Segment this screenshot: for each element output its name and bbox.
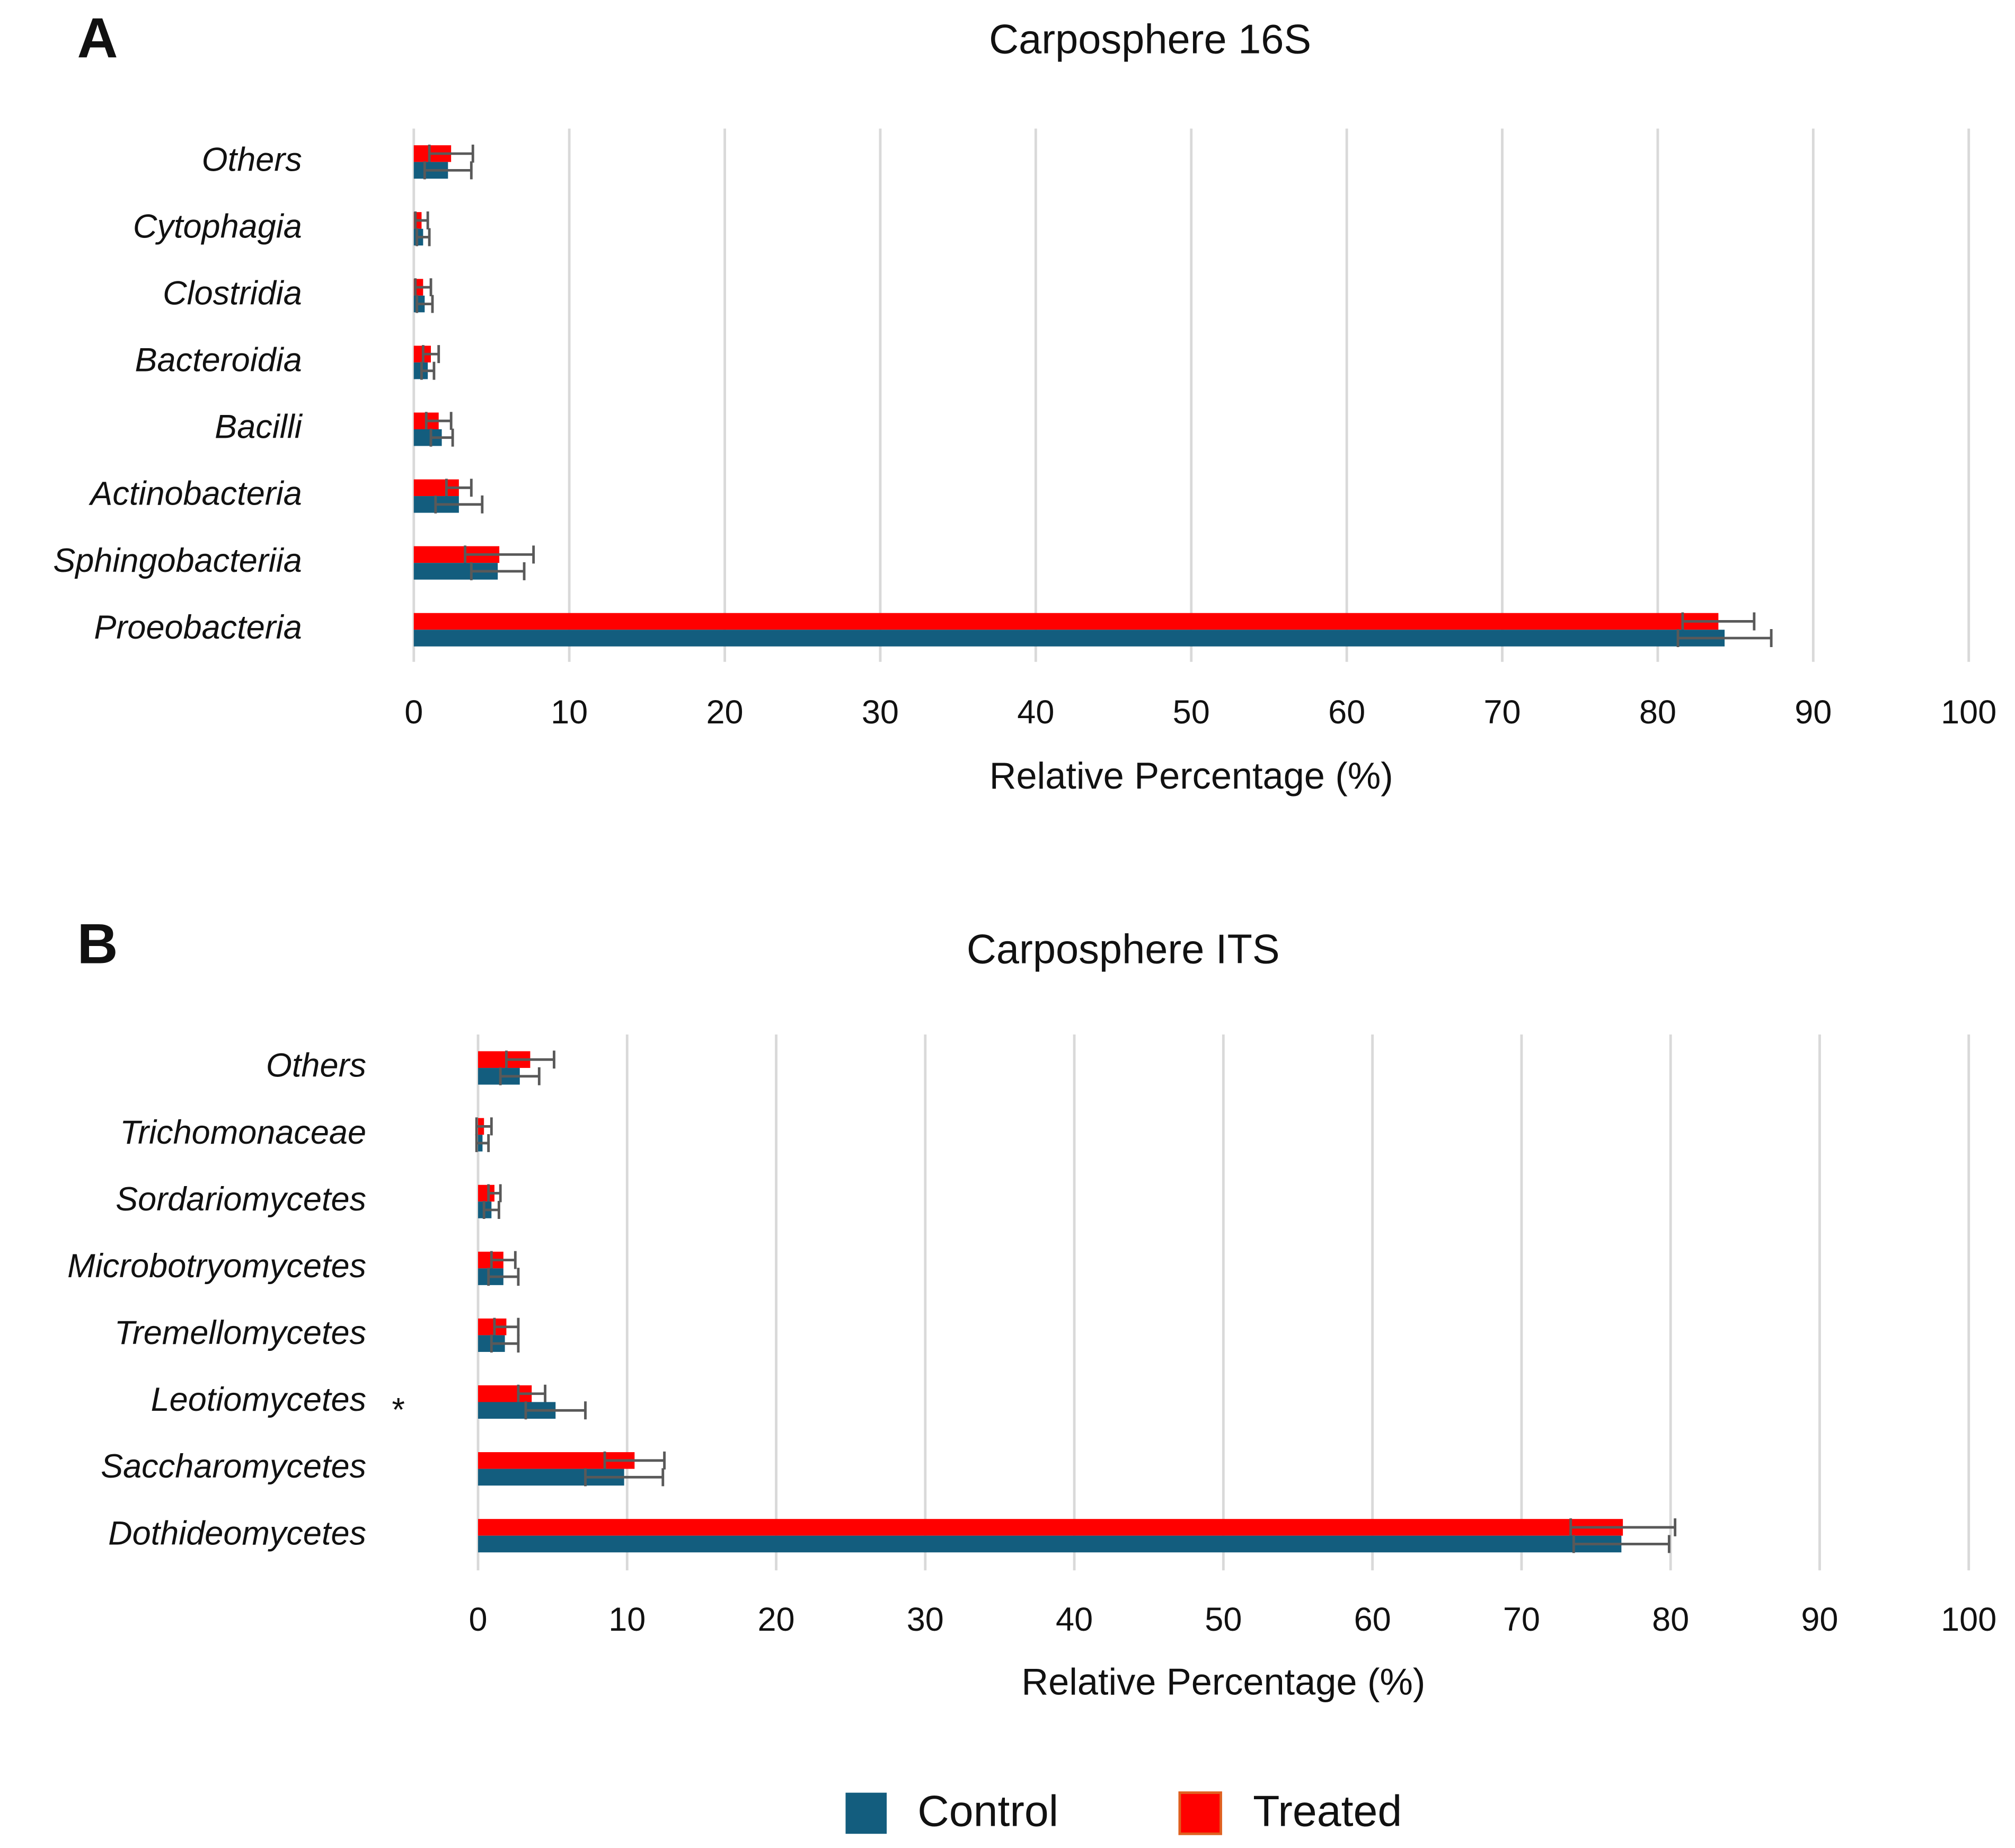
x-tick-label: 70: [1503, 1601, 1540, 1638]
bar: [413, 630, 1725, 647]
chart-title: Carposphere 16S: [989, 17, 1311, 63]
error-bar: [475, 1134, 490, 1152]
x-tick-label: 40: [1017, 694, 1054, 731]
error-bar: [493, 1318, 520, 1336]
category-label: Cytophagia: [133, 208, 302, 245]
error-bar: [1681, 612, 1756, 631]
category-label: Sphingobacteriia: [53, 542, 302, 579]
category-label: Bacilli: [215, 409, 303, 446]
error-bar: [470, 562, 526, 580]
error-bar: [1569, 1518, 1677, 1536]
category-label: Bacteroidia: [135, 342, 302, 379]
x-tick-label: 70: [1483, 694, 1521, 731]
x-tick-label: 50: [1173, 694, 1210, 731]
legend-label: Treated: [1253, 1787, 1402, 1836]
legend-label: Control: [917, 1787, 1058, 1836]
x-tick-label: 30: [862, 694, 899, 731]
error-bar: [505, 1050, 555, 1069]
error-bar: [517, 1384, 547, 1403]
legend-swatch: [845, 1792, 887, 1834]
error-bar: [487, 1268, 520, 1286]
x-tick-label: 40: [1056, 1601, 1093, 1638]
category-label: Saccharomycetes: [101, 1448, 366, 1485]
category-label: Others: [202, 141, 302, 178]
x-tick-label: 30: [907, 1601, 944, 1638]
error-bar: [414, 211, 429, 229]
error-bar: [464, 545, 535, 564]
bar: [478, 1535, 1622, 1553]
category-label: Microbotryomycetes: [67, 1248, 366, 1285]
category-label: Proeobacteria: [94, 609, 302, 646]
error-bar: [475, 1117, 493, 1136]
error-bar: [1572, 1535, 1671, 1553]
error-bar: [584, 1468, 665, 1487]
x-tick-label: 0: [469, 1601, 487, 1638]
x-tick-label: 80: [1639, 694, 1676, 731]
error-bar: [428, 144, 474, 163]
category-label: Others: [266, 1047, 366, 1084]
x-tick-label: 10: [608, 1601, 646, 1638]
error-bar: [423, 161, 473, 180]
category-label: Dothideomycetes: [108, 1515, 366, 1552]
error-bar: [524, 1401, 587, 1420]
annotation: *: [392, 1392, 405, 1429]
chart-title: Carposphere ITS: [967, 926, 1280, 972]
error-bar: [490, 1334, 520, 1353]
error-bar: [1676, 629, 1773, 647]
error-bar: [416, 295, 434, 313]
error-bar: [421, 345, 440, 364]
x-tick-label: 100: [1941, 694, 1996, 731]
x-tick-label: 50: [1205, 1601, 1242, 1638]
category-label: Sordariomycetes: [116, 1181, 366, 1218]
error-bar: [482, 1201, 500, 1219]
x-axis-label: Relative Percentage (%): [989, 755, 1393, 797]
category-label: Clostridia: [163, 275, 302, 312]
x-tick-label: 20: [757, 1601, 794, 1638]
legend-swatch: [1178, 1791, 1222, 1835]
x-tick-label: 90: [1801, 1601, 1838, 1638]
error-bar: [425, 412, 453, 430]
error-bar: [434, 495, 484, 514]
error-bar: [420, 361, 436, 380]
panel-label: B: [77, 912, 118, 976]
error-bar: [490, 1251, 517, 1269]
category-label: Tremellomycetes: [114, 1314, 366, 1351]
x-tick-label: 60: [1354, 1601, 1391, 1638]
x-tick-label: 90: [1795, 694, 1832, 731]
error-bar: [603, 1451, 666, 1470]
x-tick-label: 100: [1941, 1601, 1996, 1638]
x-tick-label: 80: [1652, 1601, 1689, 1638]
error-bar: [416, 228, 431, 246]
x-tick-label: 0: [404, 694, 423, 731]
bar: [478, 1519, 1623, 1536]
category-label: Trichomonaceae: [120, 1114, 366, 1151]
error-bar: [445, 479, 473, 497]
error-bar: [429, 428, 454, 447]
error-bar: [414, 278, 432, 297]
panel-label: A: [77, 6, 118, 69]
error-bar: [487, 1184, 502, 1202]
x-tick-label: 20: [706, 694, 743, 731]
error-bar: [499, 1067, 541, 1085]
bar: [413, 613, 1719, 630]
x-tick-label: 10: [551, 694, 588, 731]
category-label: Leotiomycetes: [151, 1381, 366, 1418]
category-label: Actinobacteria: [88, 475, 302, 512]
x-tick-label: 60: [1328, 694, 1365, 731]
x-axis-label: Relative Percentage (%): [1021, 1661, 1425, 1703]
